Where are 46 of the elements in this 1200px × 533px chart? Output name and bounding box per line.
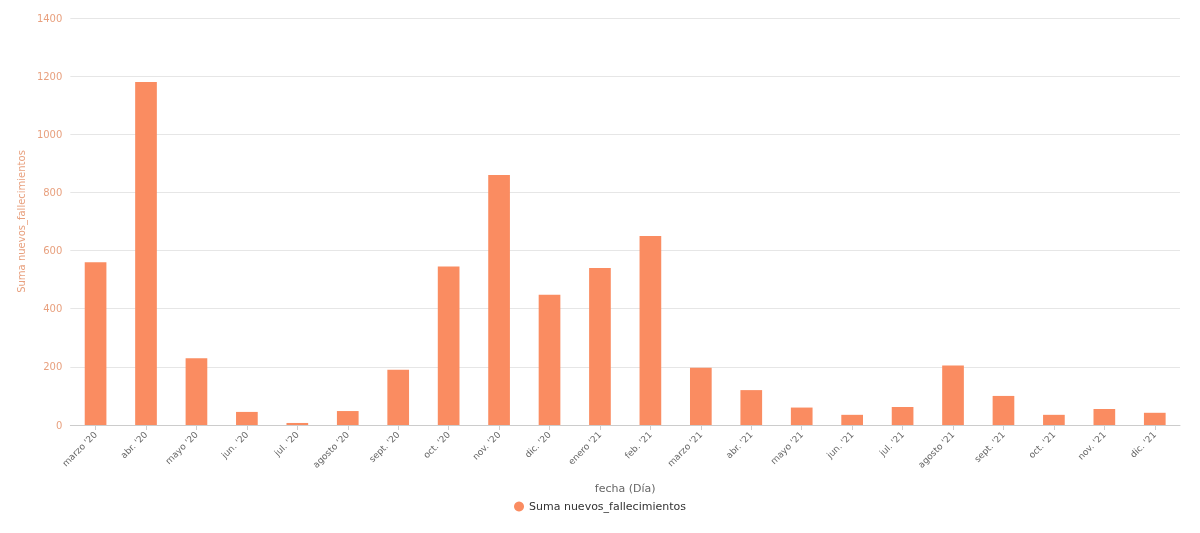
x-tick-label: feb. '21 [622, 429, 654, 461]
x-axis-title: fecha (Día) [594, 482, 656, 495]
x-tick-label: abr. '20 [118, 429, 150, 461]
bar [236, 411, 258, 425]
x-tick-label: dic. '21 [1128, 429, 1159, 460]
bar [589, 268, 611, 425]
y-tick-label: 0 [55, 419, 63, 431]
y-tick-label: 1400 [36, 12, 63, 24]
y-tick-label: 800 [43, 186, 63, 198]
bar [740, 390, 763, 425]
bar [1093, 409, 1116, 425]
y-tick-label: 600 [43, 245, 63, 257]
bar [135, 81, 157, 425]
bar [488, 174, 510, 425]
legend-label: Suma nuevos_fallecimientos [529, 500, 687, 513]
y-tick-label: 400 [43, 303, 63, 315]
y-axis-title: Suma nuevos_fallecimientos [15, 150, 28, 293]
x-tick-label: oct. '20 [421, 429, 453, 461]
x-tick-label: jul. '21 [876, 429, 907, 459]
x-tick-label: nov. '21 [1075, 429, 1108, 462]
bar [891, 406, 914, 425]
bar [992, 395, 1015, 425]
x-tick-label: oct. '21 [1026, 429, 1058, 461]
bar [1043, 414, 1065, 425]
bar [639, 236, 662, 425]
y-tick-label: 1000 [36, 128, 63, 140]
bar [84, 262, 107, 425]
bar [185, 358, 208, 425]
x-tick-label: jul. '20 [271, 429, 302, 459]
x-tick-label: dic. '20 [522, 429, 554, 460]
x-tick-label: jun. '20 [218, 429, 251, 461]
bar [1143, 412, 1166, 425]
bar [387, 369, 410, 425]
bar [942, 365, 964, 425]
bar [689, 367, 712, 425]
bar [437, 266, 460, 425]
bar [336, 411, 359, 425]
x-tick-label: abr. '21 [723, 429, 755, 461]
y-tick-label: 1200 [36, 70, 63, 82]
bar [790, 407, 813, 425]
x-tick-label: nov. '20 [470, 429, 503, 462]
bar [841, 414, 863, 425]
bar [538, 294, 561, 425]
x-tick-label: jun. '21 [824, 429, 856, 461]
bar [286, 422, 309, 425]
y-tick-label: 200 [43, 361, 63, 373]
